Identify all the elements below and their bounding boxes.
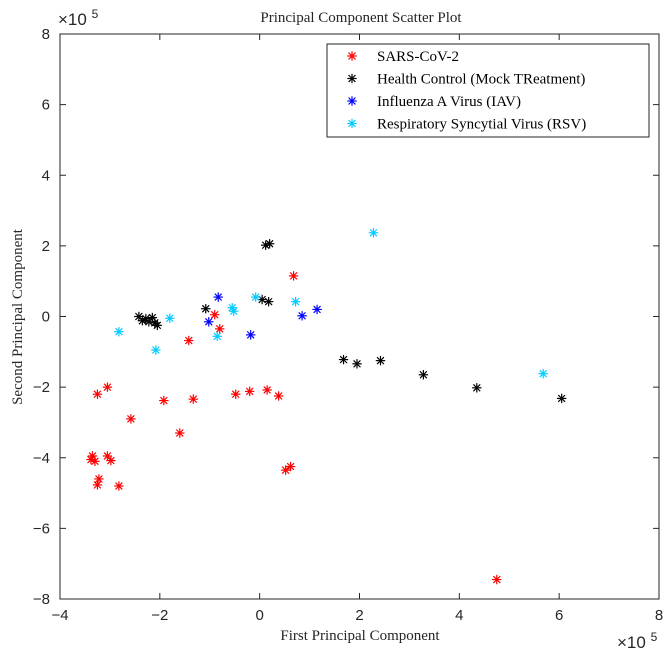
data-point xyxy=(210,310,220,320)
data-point xyxy=(126,414,136,424)
data-point xyxy=(250,292,261,302)
text-layer: Principal Component Scatter Plot First P… xyxy=(10,7,658,652)
data-point xyxy=(159,395,169,406)
data-point xyxy=(244,386,255,397)
data-point xyxy=(297,311,307,321)
data-point xyxy=(338,354,349,365)
legend-label: Influenza A Virus (IAV) xyxy=(377,94,521,110)
y-tick-label: 4 xyxy=(42,167,50,184)
data-point xyxy=(312,304,322,315)
y-tick-label: −8 xyxy=(33,591,50,608)
data-point xyxy=(280,465,291,475)
legend-marker xyxy=(347,51,357,61)
legend-label: SARS-CoV-2 xyxy=(377,49,459,65)
series-4 xyxy=(114,228,548,379)
data-point xyxy=(368,228,379,238)
data-point xyxy=(184,335,194,346)
x-tick-label: 6 xyxy=(555,607,563,624)
data-point xyxy=(188,394,198,404)
data-point xyxy=(175,428,185,438)
y-tick-label: 6 xyxy=(42,97,50,114)
series-2 xyxy=(134,239,567,404)
data-point xyxy=(151,345,161,355)
data-point xyxy=(94,474,104,484)
data-point xyxy=(212,331,222,341)
x-tick-label: 8 xyxy=(655,607,663,624)
data-point xyxy=(262,385,272,395)
data-point xyxy=(556,393,567,404)
data-point xyxy=(418,370,429,380)
points-layer xyxy=(86,228,567,585)
series-1 xyxy=(86,271,502,585)
y-tick-label: 0 xyxy=(42,309,50,326)
x-tick-label: 0 xyxy=(255,607,263,624)
data-point xyxy=(90,456,100,466)
y-axis-label: Second Principal Component xyxy=(10,228,26,405)
data-point xyxy=(245,330,256,340)
y-tick-label: 2 xyxy=(42,238,50,255)
legend-label: Respiratory Syncytial Virus (RSV) xyxy=(377,117,586,133)
x-exponent-label: ×10 5 xyxy=(617,630,658,652)
series-3 xyxy=(204,292,322,340)
data-point xyxy=(229,306,239,316)
data-point xyxy=(352,359,362,369)
data-point xyxy=(472,383,482,393)
y-tick-label: −4 xyxy=(33,450,50,467)
data-point xyxy=(152,320,163,331)
axes-layer: −4 −2 0 2 4 6 8 −8 −6 −4 −2 0 2 4 6 8 xyxy=(33,26,663,624)
x-exponent-base: ×10 xyxy=(617,633,646,652)
y-exponent-power: 5 xyxy=(92,7,99,21)
y-tick-label: −6 xyxy=(33,520,50,537)
data-point xyxy=(492,574,502,585)
data-point xyxy=(102,451,113,461)
data-point xyxy=(92,389,103,399)
x-tick-label: 2 xyxy=(355,607,363,624)
data-point xyxy=(92,480,103,490)
data-point xyxy=(375,355,386,366)
legend-marker xyxy=(347,118,357,129)
data-point xyxy=(114,481,124,491)
legend-marker xyxy=(347,96,357,106)
data-point xyxy=(231,389,241,399)
legend: SARS-CoV-2 Health Control (Mock TReatment… xyxy=(326,43,650,138)
x-axis-label: First Principal Component xyxy=(280,628,440,644)
data-point xyxy=(285,461,296,472)
data-point xyxy=(215,324,225,334)
data-point xyxy=(201,304,211,314)
data-point xyxy=(273,391,284,401)
y-exponent-label: ×10 5 xyxy=(58,7,99,29)
data-point xyxy=(264,239,275,249)
x-exponent-power: 5 xyxy=(651,630,658,644)
y-exponent-base: ×10 xyxy=(58,10,87,29)
legend-label: Health Control (Mock TReatment) xyxy=(377,72,585,88)
legend-box xyxy=(326,43,650,138)
data-point xyxy=(290,296,301,307)
data-point xyxy=(204,317,214,327)
data-point xyxy=(538,369,548,379)
data-point xyxy=(114,326,124,337)
data-point xyxy=(106,455,116,466)
data-point xyxy=(288,271,299,281)
data-point xyxy=(165,313,175,323)
x-tick-label: −2 xyxy=(151,607,168,624)
x-tick-label: 4 xyxy=(455,607,463,624)
data-point xyxy=(263,296,274,307)
chart-title: Principal Component Scatter Plot xyxy=(260,10,462,26)
y-tick-label: −2 xyxy=(33,379,50,396)
data-point xyxy=(102,382,113,392)
x-tick-label: −4 xyxy=(51,607,68,624)
data-point xyxy=(213,292,223,302)
legend-marker xyxy=(347,73,357,84)
y-tick-label: 8 xyxy=(42,26,50,43)
